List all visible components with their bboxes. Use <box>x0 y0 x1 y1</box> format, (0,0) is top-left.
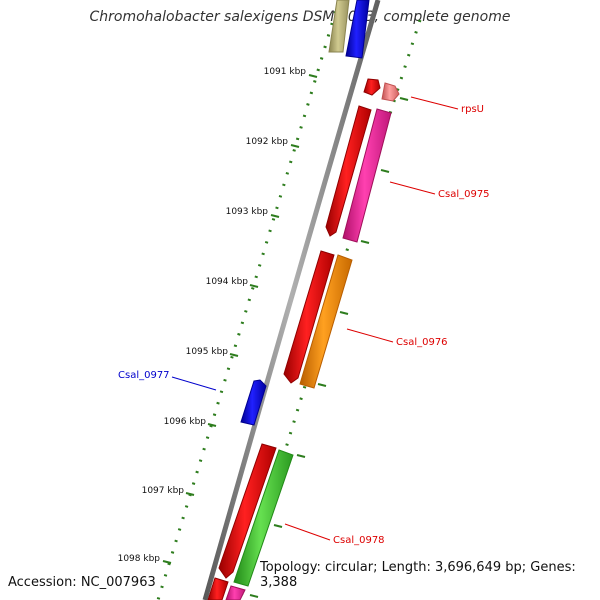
tick-1093 <box>270 214 280 218</box>
gene-orange-csal-0976 <box>299 254 353 389</box>
gene-blue-top <box>345 0 370 59</box>
tick-1097 <box>185 492 195 496</box>
tick-1094 <box>249 284 259 288</box>
tick-label-1097: 1097 kbp <box>142 486 185 496</box>
tick-label-1098: 1098 kbp <box>118 554 161 564</box>
outer-tick <box>317 383 327 387</box>
label-rpsu[interactable]: rpsU <box>461 104 484 115</box>
gene-green-csal-0978 <box>233 449 294 587</box>
accession-text: Accession: NC_007963 <box>8 575 156 590</box>
tick-label-1093: 1093 kbp <box>226 207 269 217</box>
label-csal-0975[interactable]: Csal_0975 <box>438 189 490 200</box>
leader-csal-0976 <box>346 328 394 343</box>
leader-rpsu <box>410 96 459 110</box>
genome-backbone <box>202 0 381 600</box>
leader-csal-0977 <box>171 376 217 391</box>
outer-track-genes <box>225 0 400 600</box>
tick-label-1091: 1091 kbp <box>264 67 307 77</box>
tick-label-1092: 1092 kbp <box>246 137 289 147</box>
gene-red-csal-0976-left <box>283 250 335 384</box>
tick-1098 <box>162 560 172 564</box>
outer-tick <box>399 97 409 101</box>
inner-tick-arc <box>156 0 341 600</box>
outer-tick <box>380 169 390 173</box>
gene-red-small <box>363 78 381 96</box>
gene-pink-bottom <box>225 585 246 600</box>
gene-pink-csal-0975 <box>342 108 392 243</box>
tick-1095 <box>229 353 239 357</box>
gene-red-csal-0978-left <box>218 443 277 579</box>
gene-labels: rpsU Csal_0975 Csal_0976 Csal_0977 Csal_… <box>118 96 490 546</box>
gene-salmon-rpsu <box>381 82 400 102</box>
tick-1091 <box>308 74 318 78</box>
tick-1092 <box>290 144 300 148</box>
leader-csal-0978 <box>284 523 331 541</box>
label-csal-0978[interactable]: Csal_0978 <box>333 535 385 546</box>
outer-tick <box>360 240 370 244</box>
gene-blue-csal-0977 <box>240 379 267 426</box>
outer-tick <box>249 594 259 598</box>
leader-csal-0975 <box>389 181 436 195</box>
outer-tick <box>273 524 283 528</box>
tick-1096 <box>207 423 217 427</box>
outer-tick <box>296 454 306 458</box>
map-title: Chromohalobacter salexigens DSM 3043, co… <box>89 9 511 25</box>
inner-track-genes <box>207 0 381 600</box>
tick-label-1094: 1094 kbp <box>206 277 249 287</box>
topology-text: Topology: circular; Length: 3,696,649 bp… <box>260 560 600 590</box>
outer-tick <box>339 311 349 315</box>
tick-label-1096: 1096 kbp <box>164 417 207 427</box>
tick-marks: 1091 kbp 1092 kbp 1093 kbp 1094 kbp 1095… <box>118 67 409 598</box>
gene-khaki-top <box>328 0 350 53</box>
gene-red-bottom <box>207 577 229 600</box>
gene-red-csal-0975-left <box>325 105 372 237</box>
tick-label-1095: 1095 kbp <box>186 347 229 357</box>
label-csal-0977[interactable]: Csal_0977 <box>118 370 170 381</box>
label-csal-0976[interactable]: Csal_0976 <box>396 337 448 348</box>
